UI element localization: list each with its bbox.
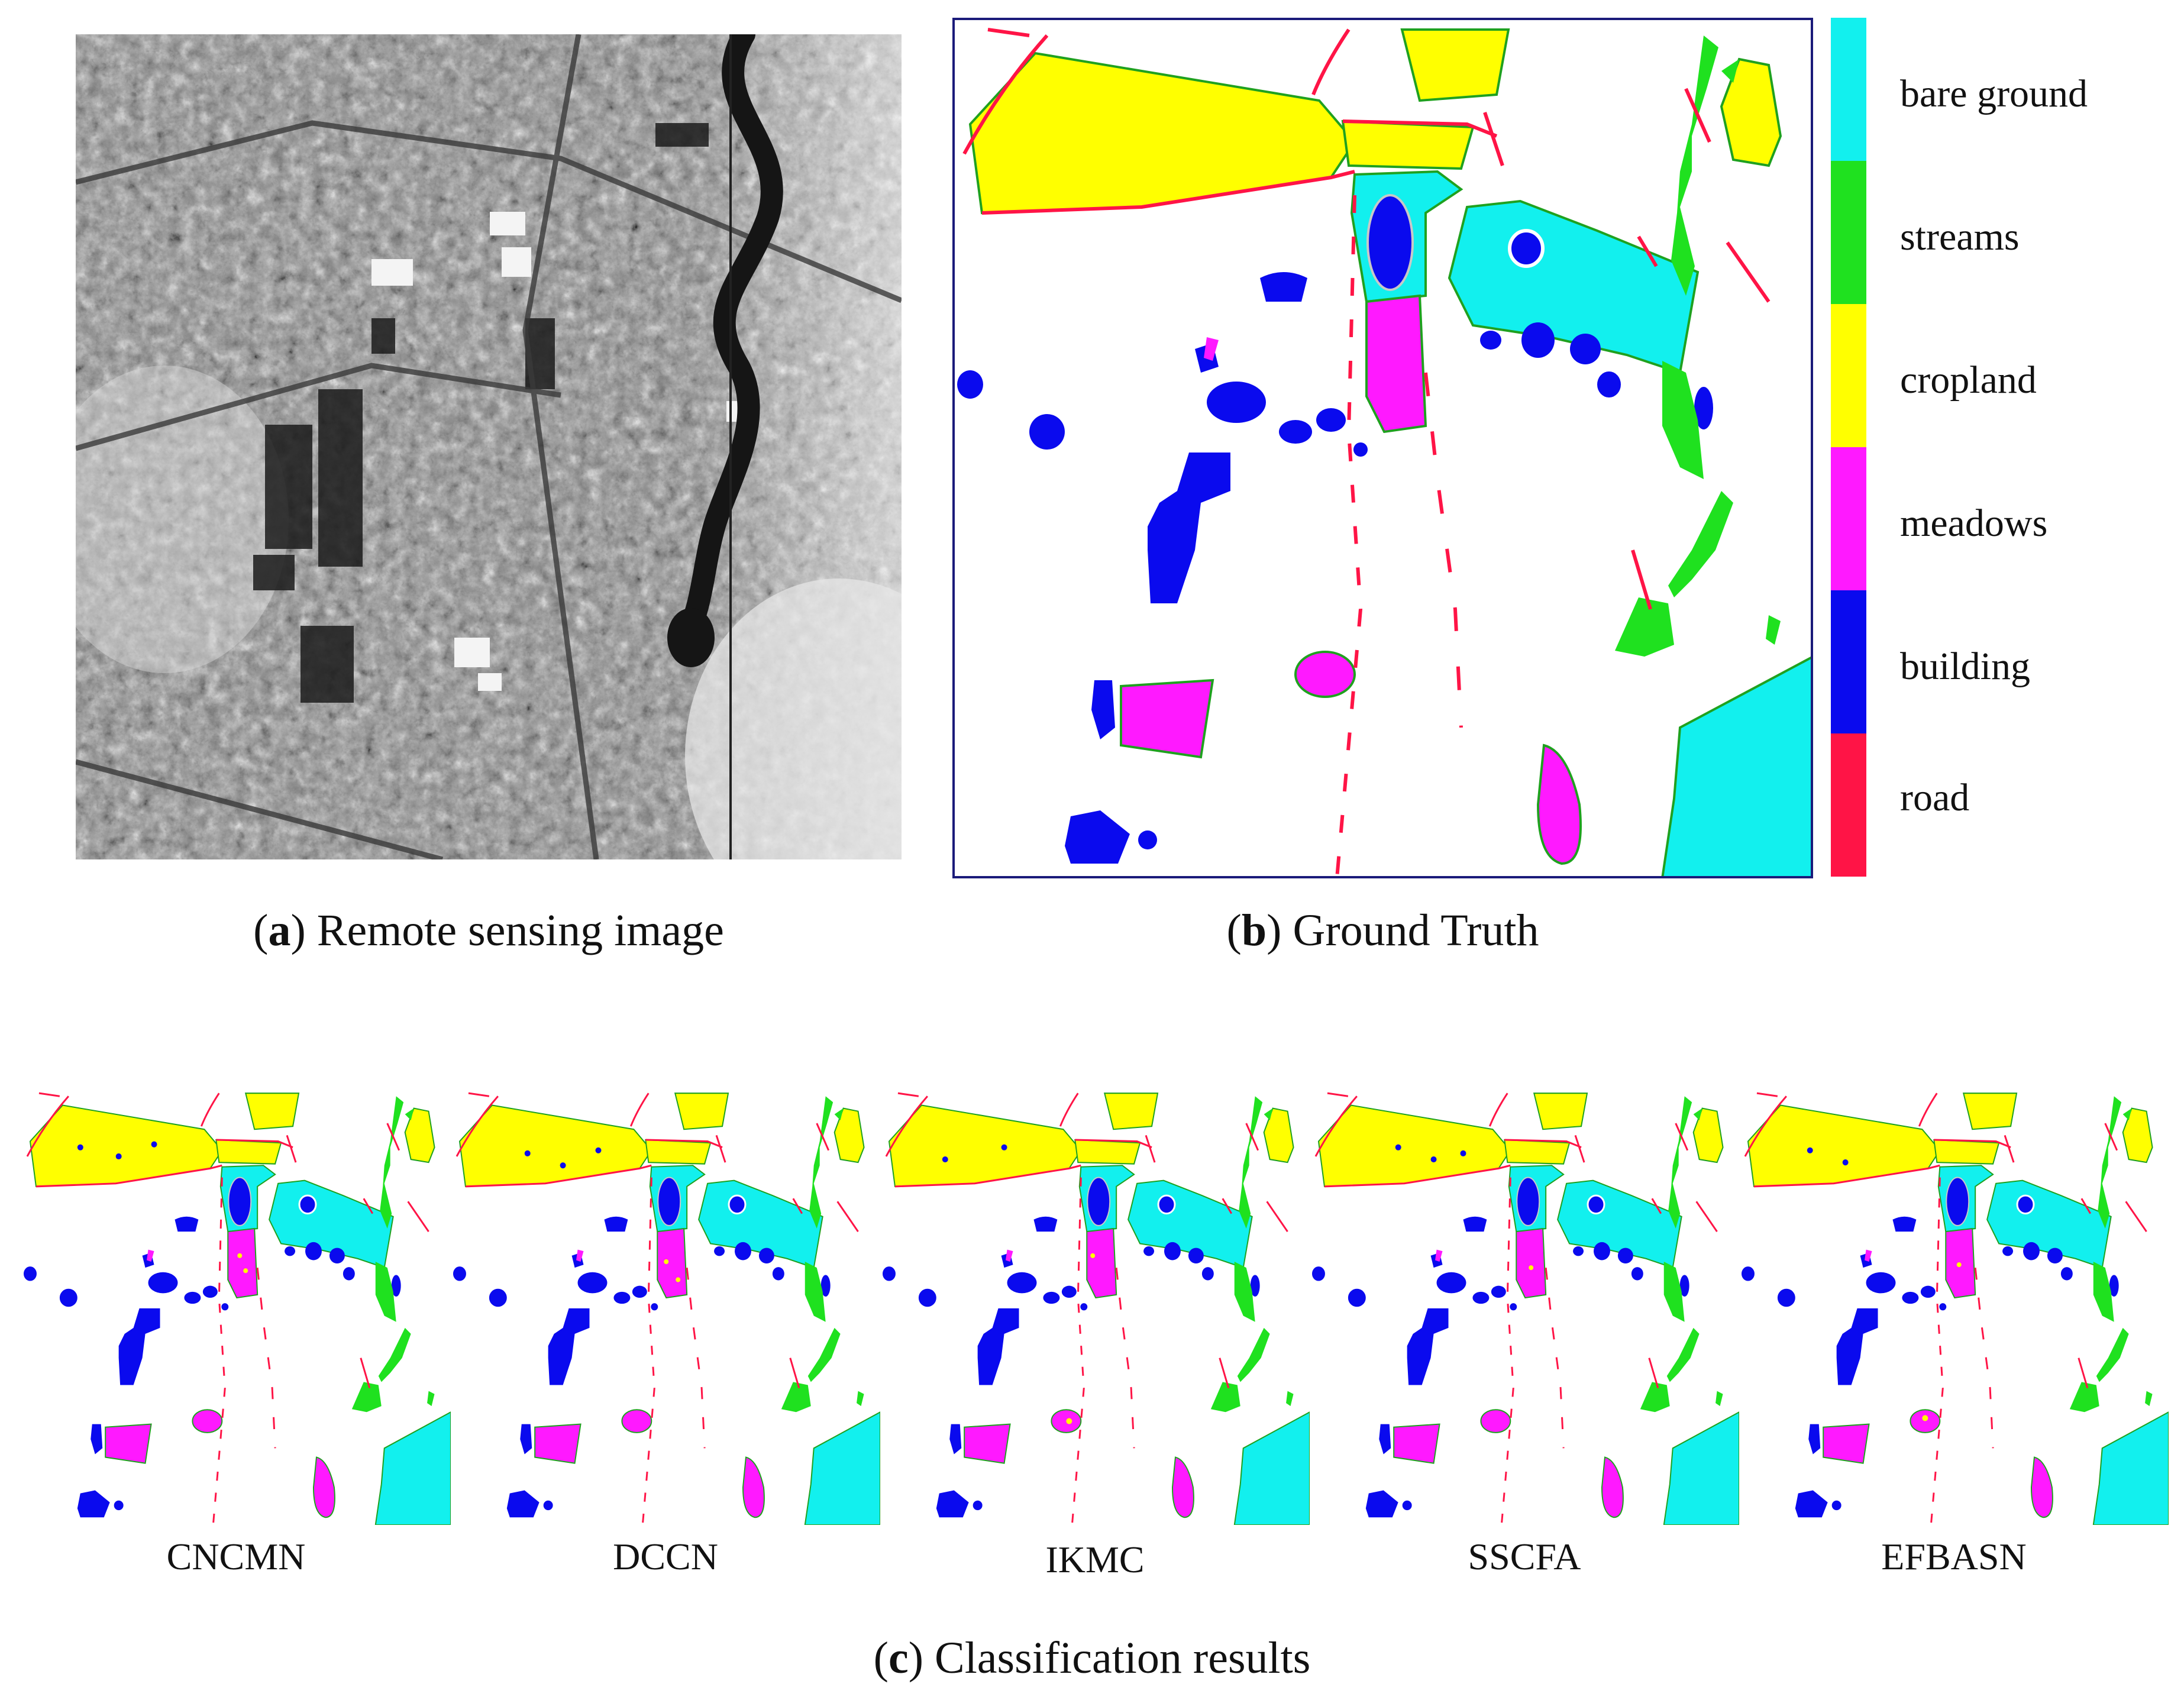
classification-map-cncmn	[21, 1087, 451, 1525]
legend-swatch-streams	[1831, 161, 1866, 304]
ground-truth-map	[952, 18, 1813, 878]
panel-a-letter: a	[268, 906, 291, 955]
method-label-efbasn: EFBASN	[1881, 1536, 2027, 1578]
method-label-dccn: DCCN	[613, 1536, 718, 1578]
panel-c-caption-text: Classification results	[923, 1633, 1311, 1683]
method-label-ikmc: IKMC	[1045, 1539, 1145, 1581]
remote-sensing-image	[76, 34, 902, 859]
panel-a-caption: (a) Remote sensing image	[253, 906, 724, 955]
method-label-cncmn: CNCMN	[166, 1536, 306, 1578]
legend-swatch-bare-ground	[1831, 18, 1866, 161]
legend-swatch-meadows	[1831, 447, 1866, 590]
classification-map-dccn	[451, 1087, 880, 1525]
panel-b-caption: (b) Ground Truth	[1226, 906, 1539, 955]
legend-label-road: road	[1900, 776, 1970, 819]
panel-c-letter: c	[888, 1633, 909, 1683]
classification-results-row	[21, 1087, 2169, 1525]
classification-map-sscfa	[1310, 1087, 1739, 1525]
legend-label-meadows: meadows	[1900, 502, 2048, 545]
legend-label-cropland: cropland	[1900, 358, 2037, 402]
legend-swatch-road	[1831, 733, 1866, 877]
panel-a-caption-text: Remote sensing image	[305, 906, 724, 955]
panel-b-caption-text: Ground Truth	[1281, 906, 1539, 955]
legend-colorbar	[1831, 18, 1866, 877]
panel-c-caption: (c) Classification results	[873, 1633, 1311, 1683]
legend-swatch-cropland	[1831, 304, 1866, 447]
classification-map-efbasn	[1739, 1087, 2169, 1525]
legend-label-streams: streams	[1900, 215, 2020, 258]
legend-swatch-building	[1831, 590, 1866, 733]
legend-label-building: building	[1900, 645, 2031, 688]
classification-map-ikmc	[880, 1087, 1310, 1525]
method-label-sscfa: SSCFA	[1468, 1536, 1581, 1578]
panel-b-letter: b	[1241, 906, 1267, 955]
legend-label-bare-ground: bare ground	[1900, 72, 2088, 115]
